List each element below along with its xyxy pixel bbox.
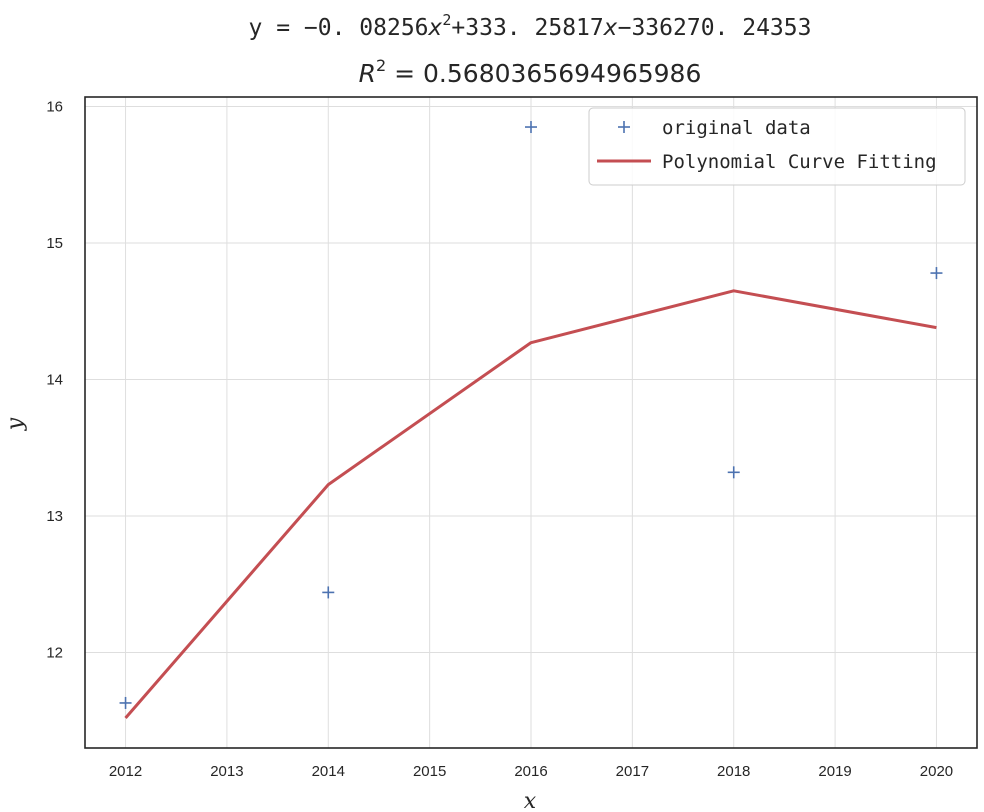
x-tick-label: 2020 <box>920 763 953 780</box>
x-tick-label: 2019 <box>818 763 851 780</box>
data-point-original <box>119 696 132 709</box>
chart-subtitle: R2 = 0.5680365694965986 <box>359 56 702 88</box>
legend-marker-original-data <box>618 121 630 133</box>
x-tick-label: 2017 <box>616 763 649 780</box>
y-tick-label: 14 <box>46 372 63 389</box>
legend-label-original-data: original data <box>662 117 811 139</box>
x-tick-label: 2013 <box>210 763 243 780</box>
data-point-original <box>930 267 943 280</box>
x-tick-label: 2014 <box>312 763 345 780</box>
data-point-original <box>525 121 537 134</box>
x-tick-label: 2018 <box>717 763 750 780</box>
x-tick-label: 2012 <box>109 763 142 780</box>
x-tick-label: 2015 <box>413 763 446 780</box>
data-point-original <box>727 466 740 479</box>
legend: original data Polynomial Curve Fitting <box>588 107 966 186</box>
y-axis-label: y <box>3 417 28 431</box>
y-tick-label: 12 <box>46 644 63 661</box>
data-point-original <box>322 586 335 599</box>
y-tick-label: 15 <box>46 235 63 252</box>
legend-box <box>588 107 966 186</box>
legend-plus-icon <box>618 121 630 133</box>
x-axis-label: x <box>524 789 537 812</box>
chart-title: y = −0. 08256x2+333. 25817x−336270. 2435… <box>249 11 812 41</box>
grid <box>85 97 977 748</box>
plot-area <box>119 121 943 719</box>
axis-ticks: 2012 2013 2014 2015 2016 2017 2018 2019 2020 12 13… <box>46 99 953 780</box>
x-tick-label: 2016 <box>514 763 547 780</box>
legend-label-polynomial-fit: Polynomial Curve Fitting <box>662 151 937 173</box>
plot-frame <box>84 96 978 749</box>
series-line-polynomial-fit <box>124 289 937 719</box>
y-tick-label: 13 <box>46 508 63 525</box>
y-tick-label: 16 <box>46 99 63 116</box>
